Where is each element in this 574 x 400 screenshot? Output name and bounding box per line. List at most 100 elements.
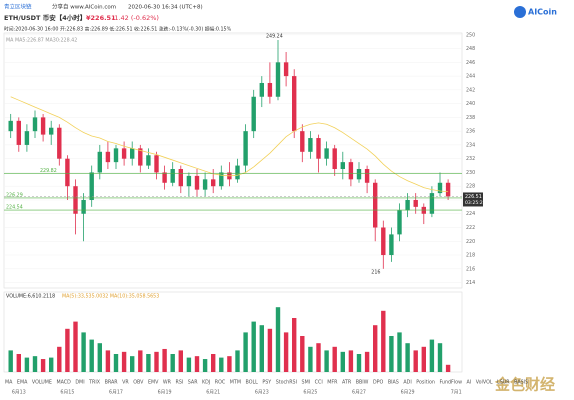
volume-bar	[413, 350, 418, 372]
indicator-tab[interactable]: MTM	[230, 380, 241, 386]
volume-bar	[130, 356, 135, 372]
y-tick-label: 244	[466, 74, 475, 80]
indicator-tab[interactable]: StochRSI	[276, 380, 297, 386]
volume-bar	[324, 350, 329, 372]
indicator-tab[interactable]: TRIX	[88, 380, 101, 386]
logo: AICoin	[528, 8, 557, 17]
indicator-tab[interactable]: BRAR	[105, 380, 119, 386]
volume-bar	[24, 357, 30, 372]
volume-bar	[121, 351, 127, 372]
volume-bar	[300, 336, 305, 372]
price-frame	[3, 32, 463, 289]
indicator-tab[interactable]: RSI	[175, 380, 183, 386]
volume-bar	[178, 350, 183, 372]
y-tick-label: 214	[466, 280, 475, 286]
y-tick-label: 224	[466, 211, 475, 217]
volume-bar	[211, 354, 216, 372]
volume-bar	[113, 354, 119, 372]
indicator-tab[interactable]: WR	[163, 380, 172, 386]
candle-body	[397, 210, 402, 235]
indicator-tab[interactable]: EMV	[148, 380, 159, 386]
volume-bar	[340, 351, 345, 372]
volume-bar	[405, 343, 410, 372]
indicator-tab[interactable]: Position	[416, 380, 435, 386]
volume-bar	[32, 356, 38, 372]
volume-bar	[170, 354, 175, 372]
candle-body	[381, 227, 386, 256]
x-tick-label: 6月23	[255, 390, 269, 396]
indicator-tab[interactable]: FundFlow	[439, 380, 462, 386]
countdown: 03:25:25	[465, 200, 486, 206]
volume-bar	[40, 359, 46, 372]
candle-body	[267, 82, 273, 97]
info: 时间:2020-06-30 16:00 开:226.83 高:226.89 低:…	[4, 26, 232, 33]
indicator-tab[interactable]: PSY	[262, 380, 271, 386]
indicator-tab[interactable]: AI	[467, 380, 472, 386]
indicator-tab[interactable]: EMA	[17, 380, 28, 386]
candle-body	[219, 172, 224, 187]
y-tick-label: 216	[466, 266, 475, 272]
volume-bar	[219, 357, 224, 372]
volume-bar	[49, 357, 54, 372]
indicator-tab[interactable]: OBV	[133, 380, 144, 386]
candle-body	[332, 148, 337, 170]
volume-bar	[389, 336, 394, 372]
indicator-tab[interactable]: BASIS	[514, 380, 528, 386]
indicator-tab[interactable]: ADI	[403, 380, 411, 386]
indicator-tab[interactable]: ROC	[215, 380, 226, 386]
indicator-tab[interactable]: SMI	[302, 380, 311, 386]
volume-title: VOLUME:6,610.2118	[6, 294, 55, 300]
candle-body	[24, 131, 30, 145]
indicator-tab[interactable]: SAR	[188, 380, 198, 386]
volume-bar	[243, 332, 248, 372]
y-tick-label: 234	[466, 142, 475, 148]
indicator-tab[interactable]: DMI	[75, 380, 84, 386]
candle-body	[445, 182, 451, 197]
price-tag	[463, 192, 483, 207]
y-tick-label: 248	[466, 46, 475, 52]
indicator-tab[interactable]: BOLL	[245, 380, 258, 386]
candle-body	[154, 155, 159, 173]
volume-bar	[97, 343, 102, 372]
volume-bar	[397, 332, 402, 372]
volume-bar	[162, 348, 167, 372]
candle-body	[283, 62, 289, 77]
ma-legend: MA MA5:226.87 MA30:228.42	[6, 38, 77, 44]
candle-body	[40, 117, 46, 135]
indicator-tab[interactable]: CCI	[315, 380, 323, 386]
candle-body	[348, 162, 354, 180]
volume-bar	[445, 364, 451, 372]
indicator-tab[interactable]: KDJ	[202, 380, 210, 386]
y-tick-label: 230	[466, 170, 475, 176]
y-tick-label: 218	[466, 253, 475, 259]
candle-body	[170, 169, 175, 183]
volume-bar	[227, 356, 232, 372]
indicator-tab[interactable]: MFR	[327, 380, 338, 386]
volume-bar	[381, 310, 386, 372]
y-tick-label: 242	[466, 87, 475, 93]
indicator-tab[interactable]: LSUR	[497, 380, 510, 386]
volume-bar	[429, 339, 435, 372]
watermark: 金色财经	[494, 376, 555, 394]
candle-body	[316, 138, 321, 159]
y-tick-label: 220	[466, 239, 475, 245]
candle-body	[429, 193, 435, 214]
volume-bar	[308, 346, 313, 372]
indicator-tab[interactable]: BBIW	[356, 380, 369, 386]
indicator-tab[interactable]: MACD	[56, 380, 71, 386]
indicator-tab[interactable]: BIAS	[388, 380, 399, 386]
level-label: 226.29	[6, 192, 23, 198]
volume-bar	[73, 321, 78, 372]
candle-body	[324, 148, 329, 159]
level-label: 229.82	[40, 168, 57, 174]
indicator-tab[interactable]: VolVOL	[476, 380, 493, 386]
indicator-tab[interactable]: VR	[122, 380, 129, 386]
low-label: 216	[371, 269, 380, 275]
indicator-tab[interactable]: MA	[5, 380, 13, 386]
y-tick-label: 236	[466, 129, 475, 135]
indicator-tab[interactable]: DPO	[373, 380, 384, 386]
change: -1.42 (-0.62%)	[112, 14, 159, 22]
indicator-tab[interactable]: VOLUME	[32, 380, 52, 386]
indicator-tab[interactable]: ATR	[342, 380, 352, 386]
